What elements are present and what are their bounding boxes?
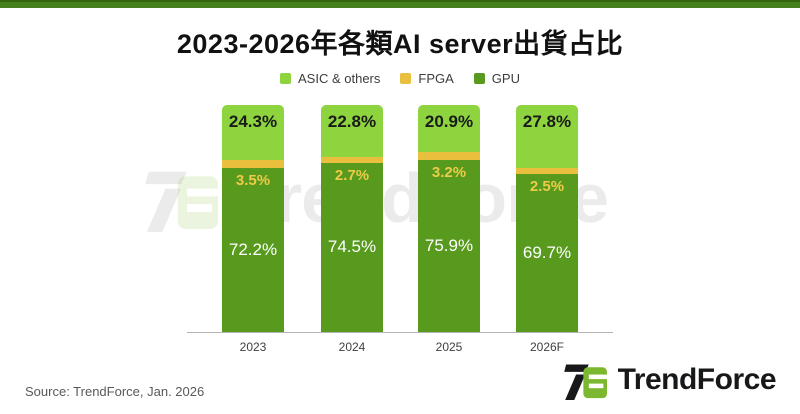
x-axis-tick-label: 2023 [239,340,267,354]
chart-legend: ASIC & others FPGA GPU [0,71,800,86]
stacked-bar-2023 [222,105,284,332]
stacked-bar-2025 [418,105,480,332]
legend-label: GPU [491,71,520,86]
stacked-bar-2024 [321,105,383,332]
bar-segment [418,105,480,153]
bar-segment [516,168,578,174]
trendforce-logo-text: TrendForce [617,363,777,396]
bar-segment [418,159,480,332]
bar-value-label: 27.8% [522,112,572,131]
bar-segment [222,168,284,332]
bar-value-label: 72.2% [228,240,278,260]
bar-segment [516,105,578,169]
bar-value-label: 20.9% [424,112,474,131]
top-accent-bar [0,0,800,8]
x-axis-line [187,332,613,333]
trendforce-logo-icon [563,364,607,400]
bar-value-label: 69.7% [522,242,572,262]
legend-swatch-icon [473,73,485,84]
x-axis-tick-label: 2025 [435,340,463,354]
bar-segment [321,156,383,163]
legend-item-2: GPU [473,71,520,86]
bar-value-label: 22.8% [327,112,377,131]
bar-segment [321,105,383,157]
legend-label: ASIC & others [298,71,381,86]
bar-segment [222,160,284,169]
legend-item-0: ASIC & others [280,71,380,86]
source-note: Source: TrendForce, Jan. 2026 [25,384,205,399]
stacked-bar-plot: 24.3% 3.5% 72.2% 2023 22.8% 2.7% 74.5% 2024 20.9… [187,105,613,354]
bar-value-label: 24.3% [228,112,278,131]
legend-swatch-icon [400,73,412,84]
x-axis-tick-label: 2026F [529,340,565,354]
bar-value-label: 2.7% [334,166,370,184]
bar-segment [418,152,480,160]
legend-swatch-icon [280,73,292,84]
trendforce-logo: TrendForce [563,360,777,400]
chart-title: 2023-2026年各類AI server出貨占比 [176,29,624,59]
bar-value-label: 3.2% [431,163,467,181]
bar-value-label: 75.9% [424,235,474,255]
bar-segment [321,162,383,332]
bar-value-label: 3.5% [235,172,271,190]
bar-segment [516,173,578,332]
legend-label: FPGA [418,71,454,86]
bar-segment [222,105,284,161]
x-axis-tick-label: 2024 [338,340,366,354]
bar-value-label: 74.5% [327,237,377,257]
stacked-bar-2026F [516,105,578,332]
bar-value-label: 2.5% [529,177,565,195]
legend-item-1: FPGA [400,71,454,86]
